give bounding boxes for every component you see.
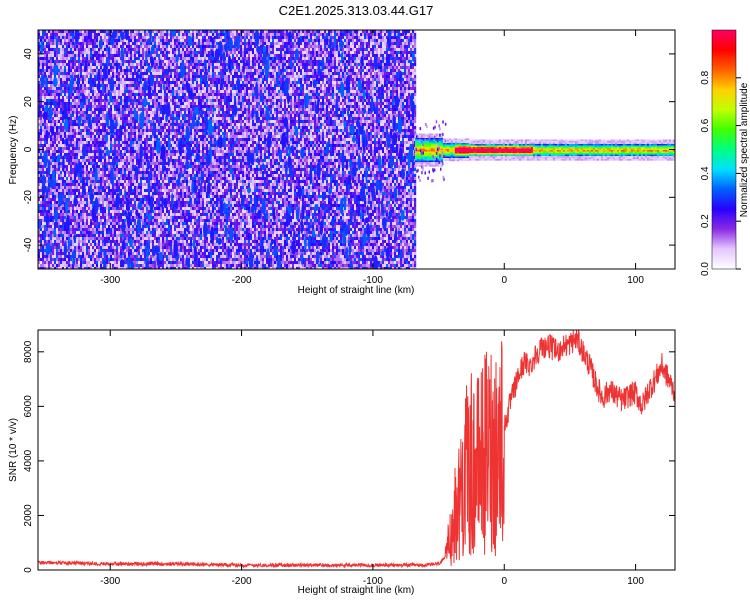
- y-tick-label: 20: [23, 96, 34, 108]
- y-tick-label: 0: [23, 146, 34, 152]
- y-tick-label: -20: [23, 190, 34, 205]
- colorbar-tick-label: 0.0: [700, 262, 711, 276]
- x-tick-label: -200: [232, 275, 252, 286]
- x-tick-label: 0: [501, 275, 507, 286]
- colorbar-tick-label: 0.4: [700, 166, 711, 180]
- colorbar-bar: [711, 29, 737, 270]
- spectrogram-x-axis: -300 -200 -100 0 100: [100, 30, 644, 286]
- spectrogram-heatmap: [38, 30, 675, 269]
- snr-x-label: Height of straight line (km): [298, 585, 415, 596]
- x-tick-label: -200: [232, 576, 252, 587]
- y-tick-label: 4000: [23, 449, 34, 472]
- snr-y-label: SNR (10 * v/v): [8, 418, 19, 482]
- x-tick-label: -100: [363, 576, 383, 587]
- colorbar-ticks: 0.0 0.2 0.4 0.6 0.8: [700, 70, 741, 276]
- x-tick-label: -300: [100, 275, 120, 286]
- y-tick-label: 40: [23, 48, 34, 60]
- x-tick-label: 0: [501, 576, 507, 587]
- x-tick-label: 100: [627, 275, 644, 286]
- spectrogram-panel: -300 -200 -100 0 100 40 20 0 -20 -40 Height of s…: [8, 29, 676, 296]
- spectrogram-y-label: Frequency (Hz): [8, 116, 19, 185]
- x-tick-label: -100: [363, 275, 383, 286]
- y-tick-label: 8000: [23, 340, 34, 363]
- colorbar-tick-label: 0.2: [700, 214, 711, 228]
- y-tick-label: 0: [23, 567, 34, 573]
- snr-x-axis: -300 -200 -100 0 100: [100, 330, 644, 587]
- snr-series-line: [38, 330, 675, 569]
- y-tick-label: 2000: [23, 504, 34, 527]
- y-tick-label: 6000: [23, 395, 34, 418]
- x-tick-label: 100: [627, 576, 644, 587]
- colorbar-tick-label: 0.8: [700, 70, 711, 84]
- colorbar-label: Normalized spectral amplitude: [739, 82, 750, 217]
- colorbar: 0.0 0.2 0.4 0.6 0.8 Normalized spectral ampl…: [700, 29, 750, 276]
- colorbar-tick-label: 0.6: [700, 118, 711, 132]
- x-tick-label: -300: [100, 576, 120, 587]
- spectrogram-y-axis: 40 20 0 -20 -40: [23, 48, 675, 252]
- spectrogram-x-label: Height of straight line (km): [298, 285, 415, 296]
- y-tick-label: -40: [23, 237, 34, 252]
- figure-title: C2E1.2025.313.03.44.G17: [279, 3, 434, 18]
- snr-frame: [37, 329, 676, 571]
- snr-y-axis: 0 2000 4000 6000 8000: [23, 340, 675, 573]
